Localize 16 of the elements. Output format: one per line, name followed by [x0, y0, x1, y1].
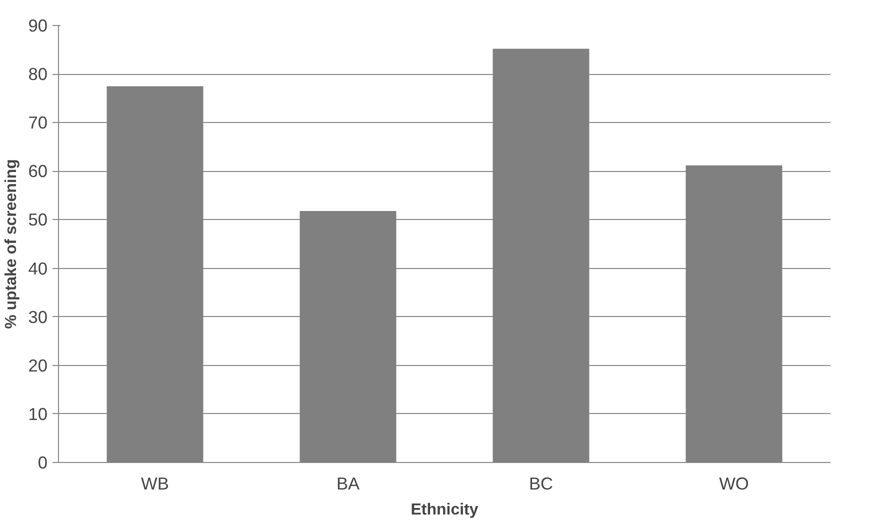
x-tick-label: WO — [719, 474, 749, 494]
y-tick-label: 70 — [28, 112, 48, 133]
x-tick-label: WB — [141, 474, 169, 494]
x-axis-title: Ethnicity — [410, 502, 478, 518]
x-tick-label: BA — [336, 474, 360, 494]
y-tick-label: 0 — [38, 452, 48, 472]
y-tick-label: 60 — [28, 161, 48, 182]
y-tick-label: 90 — [28, 16, 48, 36]
x-tick-label: BC — [528, 474, 554, 494]
y-tick-label: 20 — [28, 355, 48, 376]
y-tick-label: 10 — [28, 404, 48, 424]
y-tick-label: 80 — [28, 64, 48, 84]
y-tick-label: 30 — [28, 306, 48, 327]
y-tick-label: 50 — [28, 210, 48, 230]
y-tick-label: 40 — [28, 258, 48, 278]
y-axis-title: % uptake of screening — [3, 159, 20, 329]
